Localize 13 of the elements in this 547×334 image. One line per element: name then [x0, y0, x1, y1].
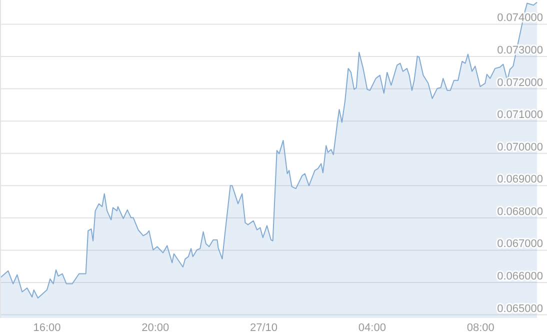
x-tick-label: 04:00: [358, 322, 386, 334]
x-tick-label: 20:00: [142, 322, 170, 334]
y-tick-label: 0.070000: [497, 141, 543, 154]
x-tick-label: 16:00: [33, 322, 61, 334]
y-tick-label: 0.069000: [497, 174, 543, 186]
y-tick-label: 0.065000: [497, 302, 543, 315]
y-tick-label: 0.072000: [497, 76, 543, 89]
y-tick-label: 0.068000: [497, 206, 543, 218]
y-tick-label: 0.066000: [497, 270, 543, 282]
x-tick-label: 27/10: [250, 322, 278, 334]
y-tick-label: 0.067000: [497, 238, 543, 250]
y-tick-label: 0.071000: [497, 109, 543, 122]
x-tick-label: 08:00: [466, 322, 494, 334]
